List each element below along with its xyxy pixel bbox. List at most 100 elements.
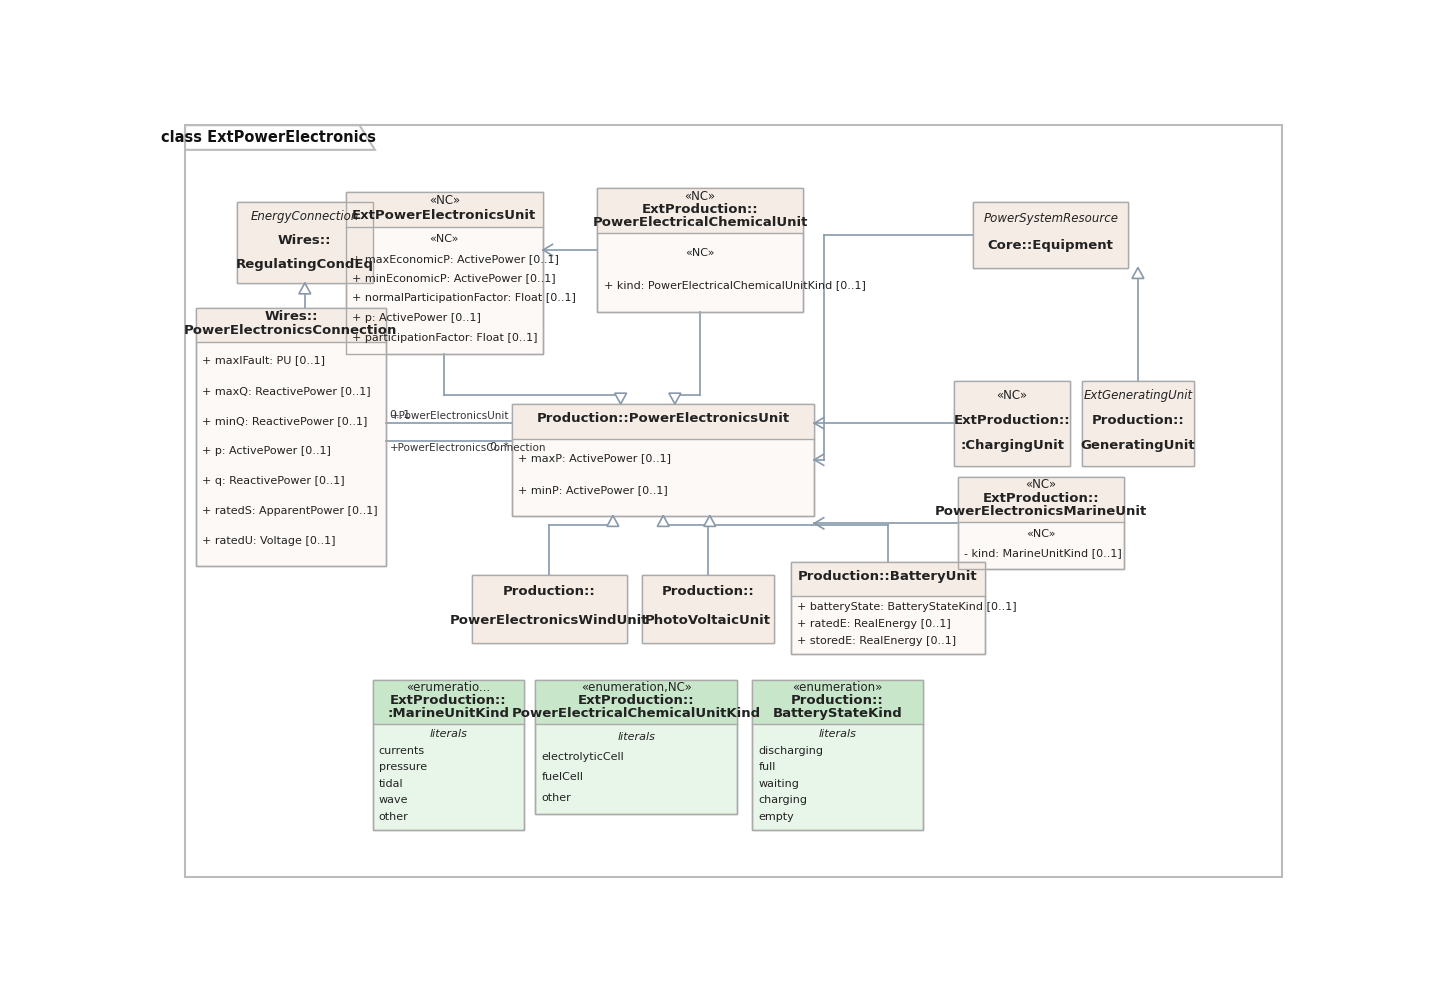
- FancyBboxPatch shape: [372, 680, 524, 829]
- Text: + ratedE: RealEnergy [0..1]: + ratedE: RealEnergy [0..1]: [797, 619, 952, 629]
- FancyBboxPatch shape: [753, 680, 923, 829]
- Text: other: other: [541, 793, 571, 803]
- FancyBboxPatch shape: [238, 202, 372, 283]
- Text: «erumeratio...: «erumeratio...: [406, 681, 491, 694]
- Text: + participationFactor: Float [0..1]: + participationFactor: Float [0..1]: [352, 333, 537, 343]
- Polygon shape: [615, 393, 627, 404]
- FancyBboxPatch shape: [1082, 381, 1193, 465]
- Text: EnergyConnection: EnergyConnection: [250, 210, 359, 223]
- Text: ExtPowerElectronicsUnit: ExtPowerElectronicsUnit: [352, 208, 537, 222]
- FancyBboxPatch shape: [643, 575, 774, 643]
- Text: RegulatingCondEq: RegulatingCondEq: [236, 258, 373, 271]
- Text: + maxP: ActivePower [0..1]: + maxP: ActivePower [0..1]: [518, 452, 671, 463]
- Text: ExtProduction::: ExtProduction::: [389, 694, 507, 707]
- Polygon shape: [299, 283, 311, 294]
- Text: +PowerElectronicsConnection: +PowerElectronicsConnection: [389, 442, 547, 452]
- FancyBboxPatch shape: [238, 202, 372, 283]
- Polygon shape: [1132, 268, 1143, 279]
- Text: «enumeration»: «enumeration»: [793, 681, 883, 694]
- Text: «NC»: «NC»: [1026, 529, 1056, 539]
- Text: literals: literals: [617, 731, 655, 742]
- Text: - kind: MarineUnitKind [0..1]: - kind: MarineUnitKind [0..1]: [964, 549, 1122, 558]
- FancyBboxPatch shape: [535, 680, 737, 814]
- Text: PowerElectronicsConnection: PowerElectronicsConnection: [185, 324, 398, 337]
- Text: ExtGeneratingUnit: ExtGeneratingUnit: [1083, 389, 1192, 403]
- Text: Production::: Production::: [791, 694, 884, 707]
- Text: PowerElectricalChemicalUnitKind: PowerElectricalChemicalUnitKind: [511, 707, 761, 720]
- Text: ExtProduction::: ExtProduction::: [641, 202, 758, 216]
- FancyBboxPatch shape: [954, 381, 1070, 465]
- FancyBboxPatch shape: [535, 680, 737, 724]
- Text: discharging: discharging: [758, 746, 824, 756]
- Text: literals: literals: [819, 729, 857, 739]
- Text: + p: ActivePower [0..1]: + p: ActivePower [0..1]: [352, 313, 481, 323]
- Text: Production::: Production::: [661, 585, 754, 598]
- Text: GeneratingUnit: GeneratingUnit: [1080, 439, 1195, 452]
- FancyBboxPatch shape: [753, 680, 923, 724]
- FancyBboxPatch shape: [973, 202, 1128, 268]
- FancyBboxPatch shape: [973, 202, 1128, 268]
- Text: Production::BatteryUnit: Production::BatteryUnit: [798, 570, 977, 583]
- FancyBboxPatch shape: [196, 308, 386, 342]
- Text: + ratedS: ApparentPower [0..1]: + ratedS: ApparentPower [0..1]: [202, 506, 378, 516]
- FancyBboxPatch shape: [472, 575, 627, 643]
- Text: empty: empty: [758, 811, 794, 821]
- Text: PowerSystemResource: PowerSystemResource: [983, 212, 1118, 225]
- Text: + maxIFault: PU [0..1]: + maxIFault: PU [0..1]: [202, 355, 325, 365]
- Text: «NC»: «NC»: [996, 389, 1027, 403]
- FancyBboxPatch shape: [791, 561, 985, 596]
- Text: «NC»: «NC»: [685, 248, 716, 258]
- FancyBboxPatch shape: [1082, 381, 1193, 465]
- Text: PhotoVoltaicUnit: PhotoVoltaicUnit: [645, 614, 771, 627]
- FancyBboxPatch shape: [345, 192, 544, 227]
- Text: PowerElectronicsWindUnit: PowerElectronicsWindUnit: [451, 614, 648, 627]
- FancyBboxPatch shape: [345, 192, 544, 354]
- Text: «NC»: «NC»: [1026, 478, 1056, 491]
- Text: tidal: tidal: [379, 779, 404, 789]
- Text: + q: ReactivePower [0..1]: + q: ReactivePower [0..1]: [202, 476, 345, 486]
- Text: Production::PowerElectronicsUnit: Production::PowerElectronicsUnit: [537, 413, 790, 426]
- Text: Core::Equipment: Core::Equipment: [987, 239, 1113, 252]
- Text: full: full: [758, 762, 776, 772]
- Text: electrolyticCell: electrolyticCell: [541, 752, 624, 762]
- Text: Production::: Production::: [1092, 415, 1185, 428]
- FancyBboxPatch shape: [643, 575, 774, 643]
- FancyBboxPatch shape: [512, 404, 814, 438]
- Text: + p: ActivePower [0..1]: + p: ActivePower [0..1]: [202, 446, 331, 456]
- Text: BatteryStateKind: BatteryStateKind: [773, 707, 903, 720]
- FancyBboxPatch shape: [512, 404, 814, 516]
- Polygon shape: [185, 125, 375, 150]
- Text: wave: wave: [379, 795, 408, 806]
- Polygon shape: [704, 516, 716, 527]
- FancyBboxPatch shape: [597, 188, 803, 233]
- Text: currents: currents: [379, 746, 425, 756]
- Text: + storedE: RealEnergy [0..1]: + storedE: RealEnergy [0..1]: [797, 636, 956, 646]
- Text: + minP: ActivePower [0..1]: + minP: ActivePower [0..1]: [518, 485, 668, 495]
- Text: charging: charging: [758, 795, 807, 806]
- Text: PowerElectricalChemicalUnit: PowerElectricalChemicalUnit: [592, 216, 807, 229]
- Text: + minQ: ReactivePower [0..1]: + minQ: ReactivePower [0..1]: [202, 416, 368, 426]
- FancyBboxPatch shape: [791, 561, 985, 654]
- Text: «NC»: «NC»: [429, 194, 459, 207]
- Text: Production::: Production::: [502, 585, 595, 598]
- Text: pressure: pressure: [379, 762, 426, 772]
- FancyBboxPatch shape: [372, 680, 524, 724]
- FancyBboxPatch shape: [954, 381, 1070, 465]
- Text: PowerElectronicsMarineUnit: PowerElectronicsMarineUnit: [934, 505, 1148, 518]
- Text: Wires::: Wires::: [265, 310, 318, 322]
- FancyBboxPatch shape: [472, 575, 627, 643]
- Text: + minEconomicP: ActivePower [0..1]: + minEconomicP: ActivePower [0..1]: [352, 274, 555, 284]
- Text: ExtProduction::: ExtProduction::: [578, 694, 694, 707]
- Polygon shape: [668, 393, 681, 404]
- Text: 0..1: 0..1: [389, 410, 411, 420]
- Text: fuelCell: fuelCell: [541, 773, 584, 783]
- Text: 0..*: 0..*: [489, 442, 509, 452]
- Text: +PowerElectronicsUnit: +PowerElectronicsUnit: [391, 412, 509, 422]
- Text: + normalParticipationFactor: Float [0..1]: + normalParticipationFactor: Float [0..1…: [352, 294, 575, 304]
- Text: other: other: [379, 811, 409, 821]
- FancyBboxPatch shape: [957, 477, 1125, 569]
- Polygon shape: [657, 516, 670, 527]
- Text: + kind: PowerElectricalChemicalUnitKind [0..1]: + kind: PowerElectricalChemicalUnitKind …: [604, 281, 866, 291]
- Text: :MarineUnitKind: :MarineUnitKind: [388, 707, 509, 720]
- Text: literals: literals: [429, 729, 467, 739]
